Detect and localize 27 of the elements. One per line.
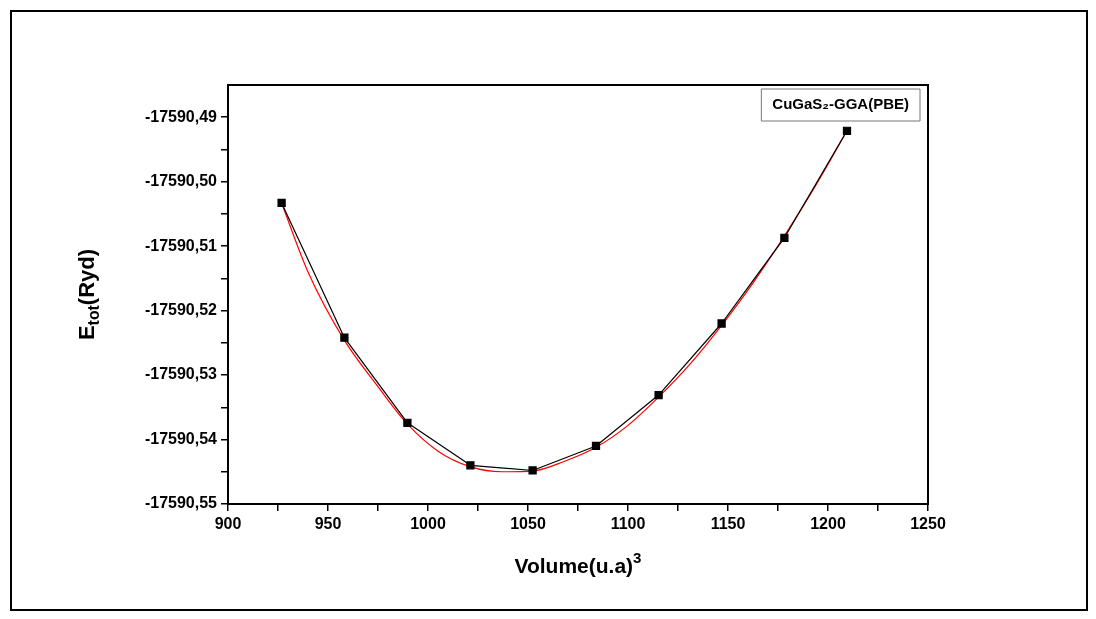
annotation: CuGaS₂-GGA(PBE) (772, 95, 909, 113)
point (842, 126, 852, 135)
point (466, 461, 475, 470)
point (277, 198, 286, 208)
x-tick-label: 1100 (610, 515, 646, 533)
y-tick-label: -17590,51 (144, 236, 218, 254)
x-tick-label: 950 (314, 515, 342, 533)
y-tick-label: -17590,50 (144, 172, 218, 190)
x-tick-label: 1200 (810, 515, 846, 533)
y-tick-label: -17590,49 (144, 107, 218, 125)
point (654, 390, 663, 400)
x-tick-label: 1000 (410, 515, 446, 533)
y-axis-title: Etot(Ryd) (74, 248, 102, 341)
y-tick-label: -17590,53 (144, 365, 218, 383)
x-tick-label: 900 (214, 515, 242, 533)
point (591, 441, 601, 451)
point (403, 418, 412, 427)
y-tick-label: -17590,55 (144, 494, 218, 512)
x-tick-label: 1050 (510, 515, 546, 533)
point (780, 233, 789, 242)
y-tick-label: -17590,52 (144, 301, 218, 319)
point (340, 333, 349, 342)
x-tick-label: 1150 (710, 515, 746, 533)
point (528, 466, 537, 475)
y-tick-label: -17590,54 (144, 429, 218, 447)
point (717, 319, 726, 328)
x-tick-label: 1250 (910, 515, 946, 533)
